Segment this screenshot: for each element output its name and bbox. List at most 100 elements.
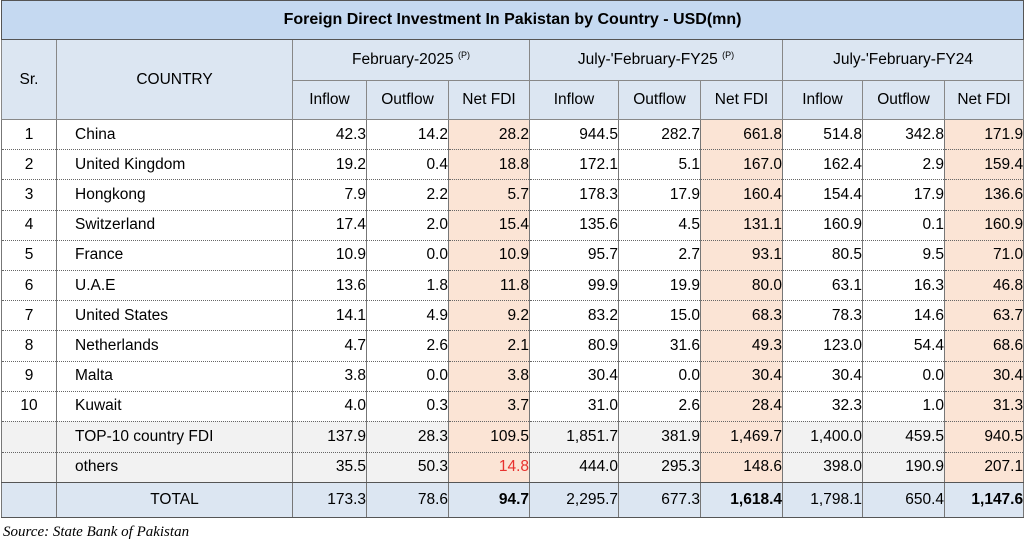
value-cell: 2,295.7 [529,482,619,519]
value-cell: 342.8 [862,118,945,151]
country-cell: United States [56,300,293,332]
value-cell: 80.5 [782,240,863,271]
value-cell: 0.0 [618,361,701,392]
table-row: 2 United Kingdom 19.2 0.4 18.8 172.1 5.1 167.0 1… [1,149,1024,181]
value-cell: 282.7 [618,118,701,151]
group-label: July-'February-FY25 [577,51,718,69]
header-inflow: Inflow [529,80,619,120]
table-row: 9 Malta 3.8 0.0 3.8 30.4 0.0 30.4 30.4 0.0 30.4 [1,361,1024,392]
sr-cell: 4 [1,210,57,241]
header-inflow: Inflow [782,80,863,120]
provisional-mark: (P) [457,50,470,61]
net-fdi-cell: 1,469.7 [700,421,783,453]
value-cell: 19.9 [618,270,701,302]
value-cell: 31.6 [618,330,701,362]
header-country: COUNTRY [56,39,293,120]
value-cell: 2.2 [366,179,449,211]
value-cell: 17.9 [862,179,945,211]
net-fdi-cell: 68.6 [943,330,1024,362]
sr-cell: 6 [1,270,57,302]
net-fdi-cell: 71.0 [943,240,1024,271]
group-label: February-2025 [352,51,454,69]
net-fdi-cell: 148.6 [700,452,783,484]
value-cell: 28.3 [366,421,449,453]
header-group-fy24: July-'February-FY24 [781,39,1024,81]
value-cell: 14.6 [862,300,945,332]
value-cell: 13.6 [292,270,367,302]
sr-cell: 3 [1,179,57,211]
value-cell: 7.9 [292,179,367,211]
total-label: TOTAL [56,482,293,519]
value-cell: 99.9 [529,270,619,302]
table-row: 10 Kuwait 4.0 0.3 3.7 31.0 2.6 28.4 32.3 1.0 31.3 [1,391,1024,422]
table-row: 5 France 10.9 0.0 10.9 95.7 2.7 93.1 80.5 9.5 71.0 [1,240,1024,271]
country-cell: Switzerland [56,210,293,241]
net-fdi-cell: 3.7 [448,391,530,422]
group-label: July-'February-FY24 [833,51,974,69]
header-net-fdi: Net FDI [700,80,783,120]
table-row: 6 U.A.E 13.6 1.8 11.8 99.9 19.9 80.0 63.1 16.3 46.… [1,270,1024,302]
value-cell: 16.3 [862,270,945,302]
value-cell: 15.0 [618,300,701,332]
country-cell: China [56,118,293,151]
value-cell: 0.0 [366,240,449,271]
value-cell: 2.7 [618,240,701,271]
sr-cell: 9 [1,361,57,392]
value-cell: 514.8 [782,118,863,151]
value-cell: 398.0 [782,452,863,484]
sr-cell [1,452,57,484]
net-fdi-cell: 136.6 [943,179,1024,211]
value-cell: 178.3 [529,179,619,211]
total-row: TOTAL 173.3 78.6 94.7 2,295.7 677.3 1,61… [1,482,1024,519]
table-title: Foreign Direct Investment In Pakistan by… [0,0,1024,40]
header-row-groups: Sr. COUNTRY February-2025 (P) July-'Febr… [1,39,1024,120]
value-cell: 3.8 [292,361,367,392]
value-cell: 444.0 [529,452,619,484]
net-fdi-cell: 31.3 [943,391,1024,422]
header-outflow: Outflow [862,80,945,120]
header-outflow: Outflow [618,80,701,120]
value-cell: 30.4 [529,361,619,392]
sr-cell: 2 [1,149,57,181]
value-cell: 1,798.1 [782,482,863,519]
net-fdi-cell: 10.9 [448,240,530,271]
value-cell: 1,851.7 [529,421,619,453]
total-net-fdi-cell: 94.7 [448,482,530,519]
header-outflow: Outflow [366,80,449,120]
total-net-fdi-cell: 1,618.4 [700,482,783,519]
value-cell: 2.9 [862,149,945,181]
country-cell: Malta [56,361,293,392]
net-fdi-cell: 3.8 [448,361,530,392]
header-group-feb-2025: February-2025 (P) [292,39,530,81]
value-cell: 135.6 [529,210,619,241]
net-fdi-cell: 93.1 [700,240,783,271]
table-row: 7 United States 14.1 4.9 9.2 83.2 15.0 68.3 78.3… [1,300,1024,332]
net-fdi-cell: 940.5 [943,421,1024,453]
value-cell: 83.2 [529,300,619,332]
value-cell: 31.0 [529,391,619,422]
value-cell: 190.9 [862,452,945,484]
top10-row: TOP-10 country FDI 137.9 28.3 109.5 1,85… [1,421,1024,453]
value-cell: 63.1 [782,270,863,302]
value-cell: 154.4 [782,179,863,211]
country-cell: United Kingdom [56,149,293,181]
header-group-fy25: July-'February-FY25 (P) [529,39,783,81]
value-cell: 2.6 [618,391,701,422]
value-cell: 160.9 [782,210,863,241]
sr-cell [1,482,57,519]
value-cell: 80.9 [529,330,619,362]
total-net-fdi-cell: 1,147.6 [943,482,1024,519]
net-fdi-cell: 30.4 [943,361,1024,392]
value-cell: 4.9 [366,300,449,332]
header-sr: Sr. [1,39,57,120]
net-fdi-cell: 160.4 [700,179,783,211]
net-fdi-cell: 30.4 [700,361,783,392]
sr-cell: 1 [1,118,57,151]
net-fdi-cell: 9.2 [448,300,530,332]
value-cell: 4.5 [618,210,701,241]
value-cell: 173.3 [292,482,367,519]
value-cell: 5.1 [618,149,701,181]
value-cell: 1.0 [862,391,945,422]
sr-cell: 7 [1,300,57,332]
